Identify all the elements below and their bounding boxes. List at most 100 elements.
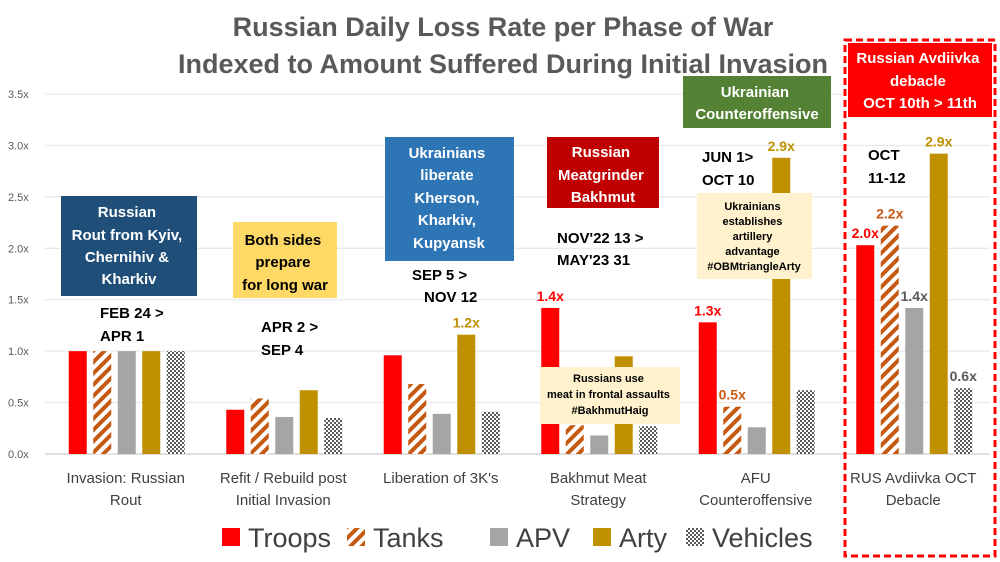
liberate-box <box>385 137 514 261</box>
bar-tanks <box>250 398 269 454</box>
prepare-box-text: Both sides prepare for long war <box>242 232 328 294</box>
bar-vehicles <box>324 418 343 454</box>
bar-troops <box>226 409 245 454</box>
legend-label-tanks: Tanks <box>373 523 444 553</box>
category-label: Refit / Rebuild post Initial Invasion <box>220 470 348 509</box>
legend-swatch-apv <box>490 528 508 546</box>
bar-tanks <box>723 406 742 454</box>
y-tick-label: 1.0x <box>8 346 29 358</box>
arty-note-box <box>697 193 812 279</box>
category-label: RUS Avdiivka OCT Debacle <box>850 470 976 509</box>
value-label: 2.0x <box>852 225 879 241</box>
annotation-meatgrinder: Russian Meatgrinder Bakhmut NOV'22 13 > … <box>547 137 659 269</box>
meat-note-text: Russians use meat in frontal assaults #B… <box>547 373 673 417</box>
annotation-liberate: Ukrainians liberate Kherson, Kharkiv, Ku… <box>385 137 514 306</box>
bars <box>68 153 973 454</box>
bar-arty <box>929 153 948 454</box>
arty-note-text: Ukrainians establishes artillery advanta… <box>707 201 801 273</box>
bar-vehicles <box>796 390 815 454</box>
bar-arty <box>457 334 476 454</box>
bar-vehicles <box>166 351 185 454</box>
legend-label-arty: Arty <box>619 523 668 553</box>
y-tick-label: 1.5x <box>8 295 29 307</box>
category-label: Bakhmut Meat Strategy <box>550 470 648 509</box>
liberate-dates: SEP 5 > NOV 12 <box>412 267 477 306</box>
bar-tanks <box>408 384 427 454</box>
value-label: 2.9x <box>768 138 795 154</box>
y-tick-label: 0.0x <box>8 449 29 461</box>
bar-apv <box>590 435 609 454</box>
chart-title: Russian Daily Loss Rate per Phase of War <box>233 12 774 42</box>
rout-box <box>61 196 197 296</box>
legend-swatch-tanks <box>347 528 365 546</box>
bar-tanks <box>93 351 112 454</box>
meat-note-box <box>540 367 680 424</box>
bar-tanks <box>565 425 584 454</box>
category-labels: Invasion: Russian Rout Refit / Rebuild pos… <box>67 470 977 509</box>
annotation-rout: Russian Rout from Kyiv, Chernihiv & Khar… <box>61 196 197 345</box>
y-tick-label: 3.0x <box>8 140 29 152</box>
bar-apv <box>905 307 924 454</box>
y-tick-label: 0.5x <box>8 398 29 410</box>
grid-lines <box>45 93 990 455</box>
annotation-prepare: Both sides prepare for long war APR 2 > … <box>233 222 337 359</box>
y-tick-label: 2.5x <box>8 192 29 204</box>
bar-apv <box>117 351 136 454</box>
bar-troops <box>383 355 402 454</box>
bar-apv <box>747 427 766 454</box>
avdiivka-frame <box>843 38 997 558</box>
liberate-box-text: Ukrainians liberate Kherson, Kharkiv, Ku… <box>409 145 490 252</box>
bar-arty <box>142 351 161 454</box>
legend-label-troops: Troops <box>248 523 331 553</box>
value-label: 0.5x <box>719 387 746 403</box>
meatgrinder-box-text: Russian Meatgrinder Bakhmut <box>558 144 648 206</box>
bar-apv <box>432 413 451 454</box>
bar-troops <box>856 245 875 454</box>
counter-box <box>683 76 831 128</box>
y-axis-ticks: 0.0x 0.5x 1.0x 1.5x 2.0x 2.5x 3.0x 3.5x <box>8 89 29 461</box>
meatgrinder-dates: NOV'22 13 > MAY'23 31 <box>557 230 648 269</box>
category-label: Invasion: Russian Rout <box>67 470 185 509</box>
prepare-box <box>233 222 337 298</box>
value-labels: 1.2x 1.4x 1.3x 0.5x 2.9x 2.0x 2.2x 1.4x 2.9x 0.6x <box>453 134 977 403</box>
bar-tanks <box>880 225 899 454</box>
category-label: Liberation of 3K's <box>383 470 498 487</box>
annotation-avdiivka: Russian Avdiivka debacle OCT 10th > 11th… <box>843 38 997 558</box>
value-label: 1.3x <box>694 302 721 318</box>
rout-box-text: Russian Rout from Kyiv, Chernihiv & Khar… <box>72 204 187 288</box>
legend-swatch-troops <box>222 528 240 546</box>
bar-vehicles <box>481 411 500 454</box>
bar-troops <box>698 322 717 454</box>
value-label: 2.9x <box>925 134 952 150</box>
y-tick-label: 2.0x <box>8 243 29 255</box>
bar-vehicles <box>954 388 973 454</box>
category-label: AFU Counteroffensive <box>699 470 812 509</box>
chart-subtitle: Indexed to Amount Suffered During Initia… <box>178 49 828 79</box>
meatgrinder-box <box>547 137 659 208</box>
avdiivka-box <box>848 43 992 117</box>
value-label: 1.4x <box>537 288 564 304</box>
avdiivka-box-text: Russian Avdiivka debacle OCT 10th > 11th <box>856 50 983 112</box>
avdiivka-dates: OCT 11-12 <box>868 147 906 187</box>
y-tick-label: 3.5x <box>8 89 29 101</box>
legend: Troops Tanks APV Arty Vehicles <box>222 523 813 553</box>
prepare-dates: APR 2 > SEP 4 <box>261 319 322 359</box>
bar-troops <box>68 351 87 454</box>
annotation-counteroffensive: Ukrainian Counteroffensive JUN 1> OCT 10 <box>683 76 831 189</box>
rout-dates: FEB 24 > APR 1 <box>100 305 168 345</box>
value-label: 1.2x <box>453 315 480 331</box>
value-label: 0.6x <box>950 368 977 384</box>
value-label: 2.2x <box>876 206 903 222</box>
bar-arty <box>299 390 318 454</box>
legend-swatch-arty <box>593 528 611 546</box>
annotation-arty-note: Ukrainians establishes artillery advanta… <box>697 193 812 279</box>
legend-label-apv: APV <box>516 523 570 553</box>
value-label: 1.4x <box>901 288 928 304</box>
bar-vehicles <box>639 426 658 454</box>
legend-label-vehicles: Vehicles <box>712 523 813 553</box>
counter-dates: JUN 1> OCT 10 <box>702 149 757 189</box>
bar-apv <box>275 416 294 454</box>
annotation-meat-note: Russians use meat in frontal assaults #B… <box>540 367 680 424</box>
legend-swatch-vehicles <box>686 528 704 546</box>
